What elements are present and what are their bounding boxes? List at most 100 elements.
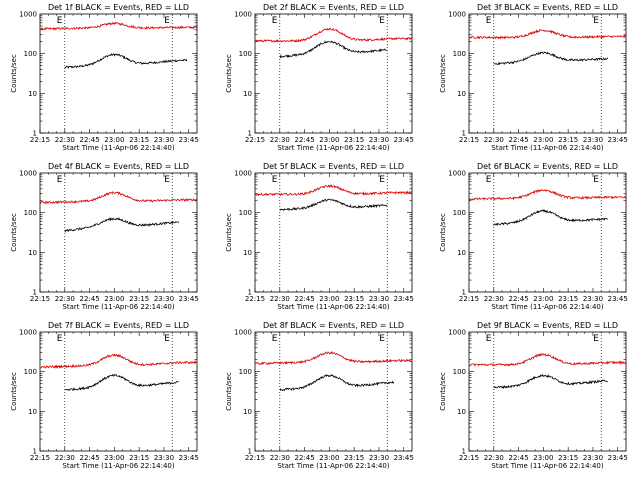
x-tick-label: 22:45: [508, 136, 528, 144]
x-tick-label: 23:15: [129, 136, 149, 144]
x-tick-label: 23:00: [104, 136, 124, 144]
x-tick-label: 22:30: [270, 295, 290, 303]
panel-title: Det 8f BLACK = Events, RED = LLD: [263, 321, 404, 330]
x-tick-label: 23:30: [154, 454, 174, 462]
y-tick-label: 1: [462, 130, 466, 138]
event-marker-label: E: [593, 334, 599, 344]
series-line-events: [279, 373, 395, 392]
series-line-events: [279, 198, 388, 212]
x-tick-label: 22:15: [459, 295, 479, 303]
series-line-lld: [254, 27, 413, 43]
event-marker-label: E: [593, 175, 599, 185]
plot-frame: [254, 331, 413, 452]
event-marker-label: E: [57, 334, 63, 344]
event-marker-label: E: [164, 334, 170, 344]
y-tick-label: 10: [28, 249, 37, 257]
x-tick-label: 23:45: [608, 454, 628, 462]
x-tick-label: 22:15: [245, 136, 265, 144]
x-tick-label: 22:45: [294, 454, 314, 462]
x-tick-label: 22:30: [270, 454, 290, 462]
y-tick-label: 100: [24, 368, 37, 376]
event-marker-label: E: [379, 16, 385, 26]
series-line-lld: [39, 353, 197, 369]
x-tick-label: 23:00: [319, 454, 339, 462]
x-tick-label: 22:30: [55, 454, 75, 462]
y-tick-label: 100: [239, 50, 252, 58]
y-tick-label: 1000: [234, 11, 252, 19]
event-marker-label: E: [57, 175, 63, 185]
x-tick-label: 23:45: [608, 295, 628, 303]
panel-title: Det 2f BLACK = Events, RED = LLD: [263, 3, 404, 12]
event-marker-label: E: [272, 175, 278, 185]
x-tick-label: 23:30: [369, 136, 389, 144]
x-tick-label: 22:15: [30, 136, 50, 144]
x-tick-label: 23:00: [319, 295, 339, 303]
x-axis-label: Start Time (11-Apr-06 22:14:40): [62, 144, 174, 152]
plot-frame: [39, 13, 198, 134]
event-marker-label: E: [164, 175, 170, 185]
plot-frame: [468, 13, 627, 134]
series-line-events: [64, 373, 179, 391]
y-tick-label: 1: [33, 130, 37, 138]
y-tick-label: 10: [457, 90, 466, 98]
y-tick-label: 1: [462, 448, 466, 456]
x-tick-label: 23:45: [179, 454, 199, 462]
x-tick-label: 22:45: [79, 454, 99, 462]
x-axis-label: Start Time (11-Apr-06 22:14:40): [277, 144, 389, 152]
x-tick-label: 23:00: [533, 136, 553, 144]
x-tick-label: 23:00: [533, 454, 553, 462]
x-axis-label: Start Time (11-Apr-06 22:14:40): [62, 462, 174, 470]
event-marker-label: E: [593, 16, 599, 26]
x-tick-label: 23:30: [154, 136, 174, 144]
panel-det-3f: Det 3f BLACK = Events, RED = LLD 1 10 100 10…: [439, 3, 628, 152]
y-tick-label: 1: [248, 448, 252, 456]
series-line-events: [493, 51, 609, 66]
x-tick-label: 22:15: [30, 454, 50, 462]
plot-frame: [39, 331, 198, 452]
y-tick-label: 10: [243, 90, 252, 98]
x-axis-label: Start Time (11-Apr-06 22:14:40): [62, 303, 174, 311]
panel-det-1f: Det 1f BLACK = Events, RED = LLD 1 10 100 10…: [10, 3, 199, 152]
y-tick-label: 10: [243, 408, 252, 416]
plot-frame: [468, 172, 627, 293]
series-line-events: [279, 40, 387, 59]
y-tick-label: 10: [457, 249, 466, 257]
y-tick-label: 10: [28, 408, 37, 416]
y-axis-label: Counts/sec: [225, 54, 233, 93]
x-axis-label: Start Time (11-Apr-06 22:14:40): [491, 462, 603, 470]
y-axis-label: Counts/sec: [439, 54, 447, 93]
y-axis-label: Counts/sec: [10, 54, 18, 93]
series-line-events: [493, 373, 608, 390]
y-tick-label: 100: [453, 368, 466, 376]
plot-frame: [39, 172, 198, 293]
x-tick-label: 23:30: [369, 295, 389, 303]
x-tick-label: 23:45: [394, 136, 414, 144]
y-tick-label: 1000: [19, 11, 37, 19]
y-axis-label: Counts/sec: [225, 213, 233, 252]
event-marker-label: E: [272, 16, 278, 26]
y-axis-label: Counts/sec: [439, 372, 447, 411]
panel-title: Det 4f BLACK = Events, RED = LLD: [48, 162, 189, 171]
x-tick-label: 23:15: [129, 295, 149, 303]
panel-det-2f: Det 2f BLACK = Events, RED = LLD 1 10 100 10…: [225, 3, 414, 152]
x-tick-label: 22:45: [294, 136, 314, 144]
x-tick-label: 23:30: [369, 454, 389, 462]
panel-title: Det 3f BLACK = Events, RED = LLD: [477, 3, 618, 12]
y-tick-label: 1000: [448, 329, 466, 337]
x-axis-label: Start Time (11-Apr-06 22:14:40): [491, 303, 603, 311]
series-line-events: [64, 217, 180, 233]
y-tick-label: 100: [239, 209, 252, 217]
x-tick-label: 23:15: [344, 454, 364, 462]
x-axis-label: Start Time (11-Apr-06 22:14:40): [277, 462, 389, 470]
x-tick-label: 23:00: [104, 295, 124, 303]
x-tick-label: 23:30: [583, 136, 603, 144]
y-tick-label: 1000: [448, 11, 466, 19]
y-tick-label: 1: [33, 448, 37, 456]
x-tick-label: 22:15: [245, 454, 265, 462]
plot-frame: [254, 13, 413, 134]
panel-title: Det 7f BLACK = Events, RED = LLD: [48, 321, 189, 330]
panel-det-6f: Det 6f BLACK = Events, RED = LLD 1 10 100 10…: [439, 162, 628, 311]
plot-frame: [254, 172, 413, 293]
